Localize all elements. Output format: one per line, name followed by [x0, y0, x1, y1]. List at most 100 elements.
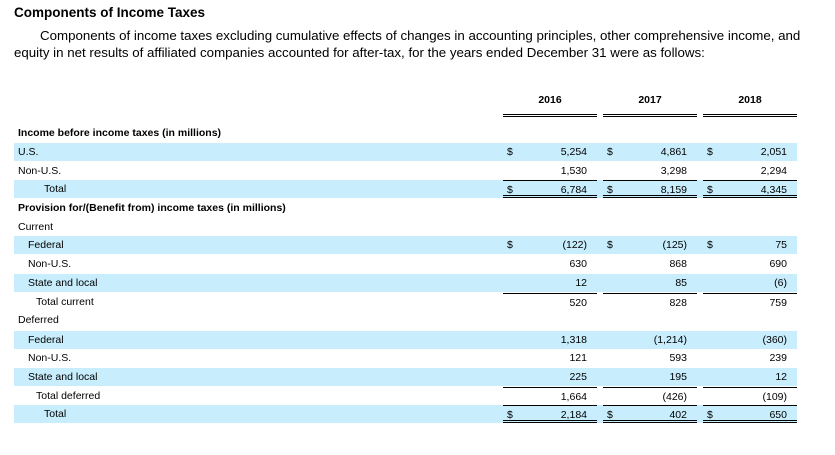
row-label: Federal	[28, 334, 64, 346]
cell-value: 121	[569, 352, 587, 364]
cell-value: 2,184	[560, 409, 587, 421]
value-cell-2016: 1,664	[503, 387, 597, 405]
currency-symbol: $	[607, 239, 613, 251]
row-label: Total	[44, 183, 67, 195]
row-label: U.S.	[18, 146, 39, 158]
cell-value: 12	[775, 371, 787, 383]
table-row: Non-U.S. 1,530 3,298 2,294	[14, 162, 797, 180]
cell-value: 650	[769, 409, 787, 421]
currency-symbol: $	[507, 184, 513, 196]
cell-value: 5,254	[560, 146, 587, 158]
row-label: Deferred	[18, 314, 59, 326]
value-cell-2018: 759	[703, 293, 797, 311]
cell-value: 75	[775, 239, 787, 251]
cell-value: 4,861	[660, 146, 687, 158]
cell-value: 402	[669, 409, 687, 421]
currency-symbol: $	[607, 184, 613, 196]
value-cell-2018: 12	[703, 368, 797, 386]
row-label: Provision for/(Benefit from) income taxe…	[18, 202, 286, 214]
cell-value: 690	[769, 258, 787, 270]
value-cell-2018: 2,294	[703, 162, 797, 180]
cell-value: 12	[575, 277, 587, 289]
row-label: Current	[18, 221, 54, 233]
row-label: Total deferred	[36, 390, 101, 402]
cell-value: 868	[669, 258, 687, 270]
row-label: Federal	[28, 239, 64, 251]
cell-value: (122)	[562, 239, 587, 251]
value-cell-2018: $75	[703, 236, 797, 254]
cell-value: (360)	[762, 334, 787, 346]
value-cell-2017: $402	[603, 405, 697, 423]
table-row: Non-U.S. 121 593 239	[14, 349, 797, 367]
table-row: U.S. $5,254 $4,861 $2,051	[14, 143, 797, 161]
value-cell-2017: (426)	[603, 387, 697, 405]
value-cell-2016: 1,530	[503, 162, 597, 180]
table-row: Federal 1,318 (1,214) (360)	[14, 331, 797, 349]
currency-symbol: $	[507, 239, 513, 251]
table-row: Federal $ (122) $ (125) $75	[14, 236, 797, 254]
cell-value: 2,294	[760, 165, 787, 177]
value-cell-2017: 593	[603, 349, 697, 367]
value-cell-2018: (6)	[703, 274, 797, 292]
cell-value: 630	[569, 258, 587, 270]
cell-value: 225	[569, 371, 587, 383]
value-cell-2016: 520	[503, 293, 597, 311]
value-cell-2018: 690	[703, 255, 797, 273]
cell-value: 1,318	[560, 334, 587, 346]
cell-value: 4,345	[760, 184, 787, 196]
currency-symbol: $	[707, 409, 713, 421]
row-label: Non-U.S.	[18, 165, 62, 177]
row-label: Total current	[36, 296, 94, 308]
cell-value: 1,664	[560, 391, 587, 403]
row-label: Total	[44, 408, 67, 420]
value-cell-2017: $8,159	[603, 180, 697, 198]
cell-value: 6,784	[560, 184, 587, 196]
cell-value: 239	[769, 352, 787, 364]
row-label: Non-U.S.	[28, 352, 72, 364]
value-cell-2016: 630	[503, 255, 597, 273]
row-label: Income before income taxes (in millions)	[18, 127, 222, 139]
value-cell-2018: 239	[703, 349, 797, 367]
value-cell-2017: 85	[603, 274, 697, 292]
cell-value: 195	[669, 371, 687, 383]
cell-value: 828	[669, 297, 687, 309]
value-cell-2016: 1,318	[503, 331, 597, 349]
value-cell-2017: 195	[603, 368, 697, 386]
row-label: Non-U.S.	[28, 258, 72, 270]
value-cell-2016: $5,254	[503, 143, 597, 161]
cell-value: 520	[569, 297, 587, 309]
row-label: State and local	[28, 371, 98, 383]
currency-symbol: $	[607, 146, 613, 158]
value-cell-2017: 828	[603, 293, 697, 311]
currency-symbol: $	[707, 146, 713, 158]
cell-value: 85	[675, 277, 687, 289]
value-cell-2017: $4,861	[603, 143, 697, 161]
value-cell-2016: 225	[503, 368, 597, 386]
table-row: Total current 520 828 759	[14, 293, 797, 311]
cell-value: 759	[769, 297, 787, 309]
cell-value: 593	[669, 352, 687, 364]
value-cell-2018: (360)	[703, 331, 797, 349]
table-row: State and local 12 85 (6)	[14, 274, 797, 292]
value-cell-2017: 3,298	[603, 162, 697, 180]
table-row: Total deferred 1,664 (426) (109)	[14, 387, 797, 405]
cell-value: 8,159	[660, 184, 687, 196]
value-cell-2016: $6,784	[503, 180, 597, 198]
value-cell-2017: (1,214)	[603, 331, 697, 349]
value-cell-2017: 868	[603, 255, 697, 273]
value-cell-2018: (109)	[703, 387, 797, 405]
cell-value: (1,214)	[653, 334, 687, 346]
value-cell-2018: $650	[703, 405, 797, 423]
table-row: State and local 225 195 12	[14, 368, 797, 386]
table-row: Income before income taxes (in millions)	[14, 124, 797, 142]
table-row: Non-U.S. 630 868 690	[14, 255, 797, 273]
row-label: State and local	[28, 277, 98, 289]
currency-symbol: $	[607, 409, 613, 421]
table-row: Total $2,184 $402 $650	[14, 405, 797, 423]
table-row: Provision for/(Benefit from) income taxe…	[14, 199, 797, 217]
year-header-2017: 2017	[603, 94, 697, 117]
currency-symbol: $	[707, 184, 713, 196]
value-cell-2018: $4,345	[703, 180, 797, 198]
cell-value: (6)	[774, 277, 787, 289]
year-header-2018: 2018	[703, 94, 797, 117]
